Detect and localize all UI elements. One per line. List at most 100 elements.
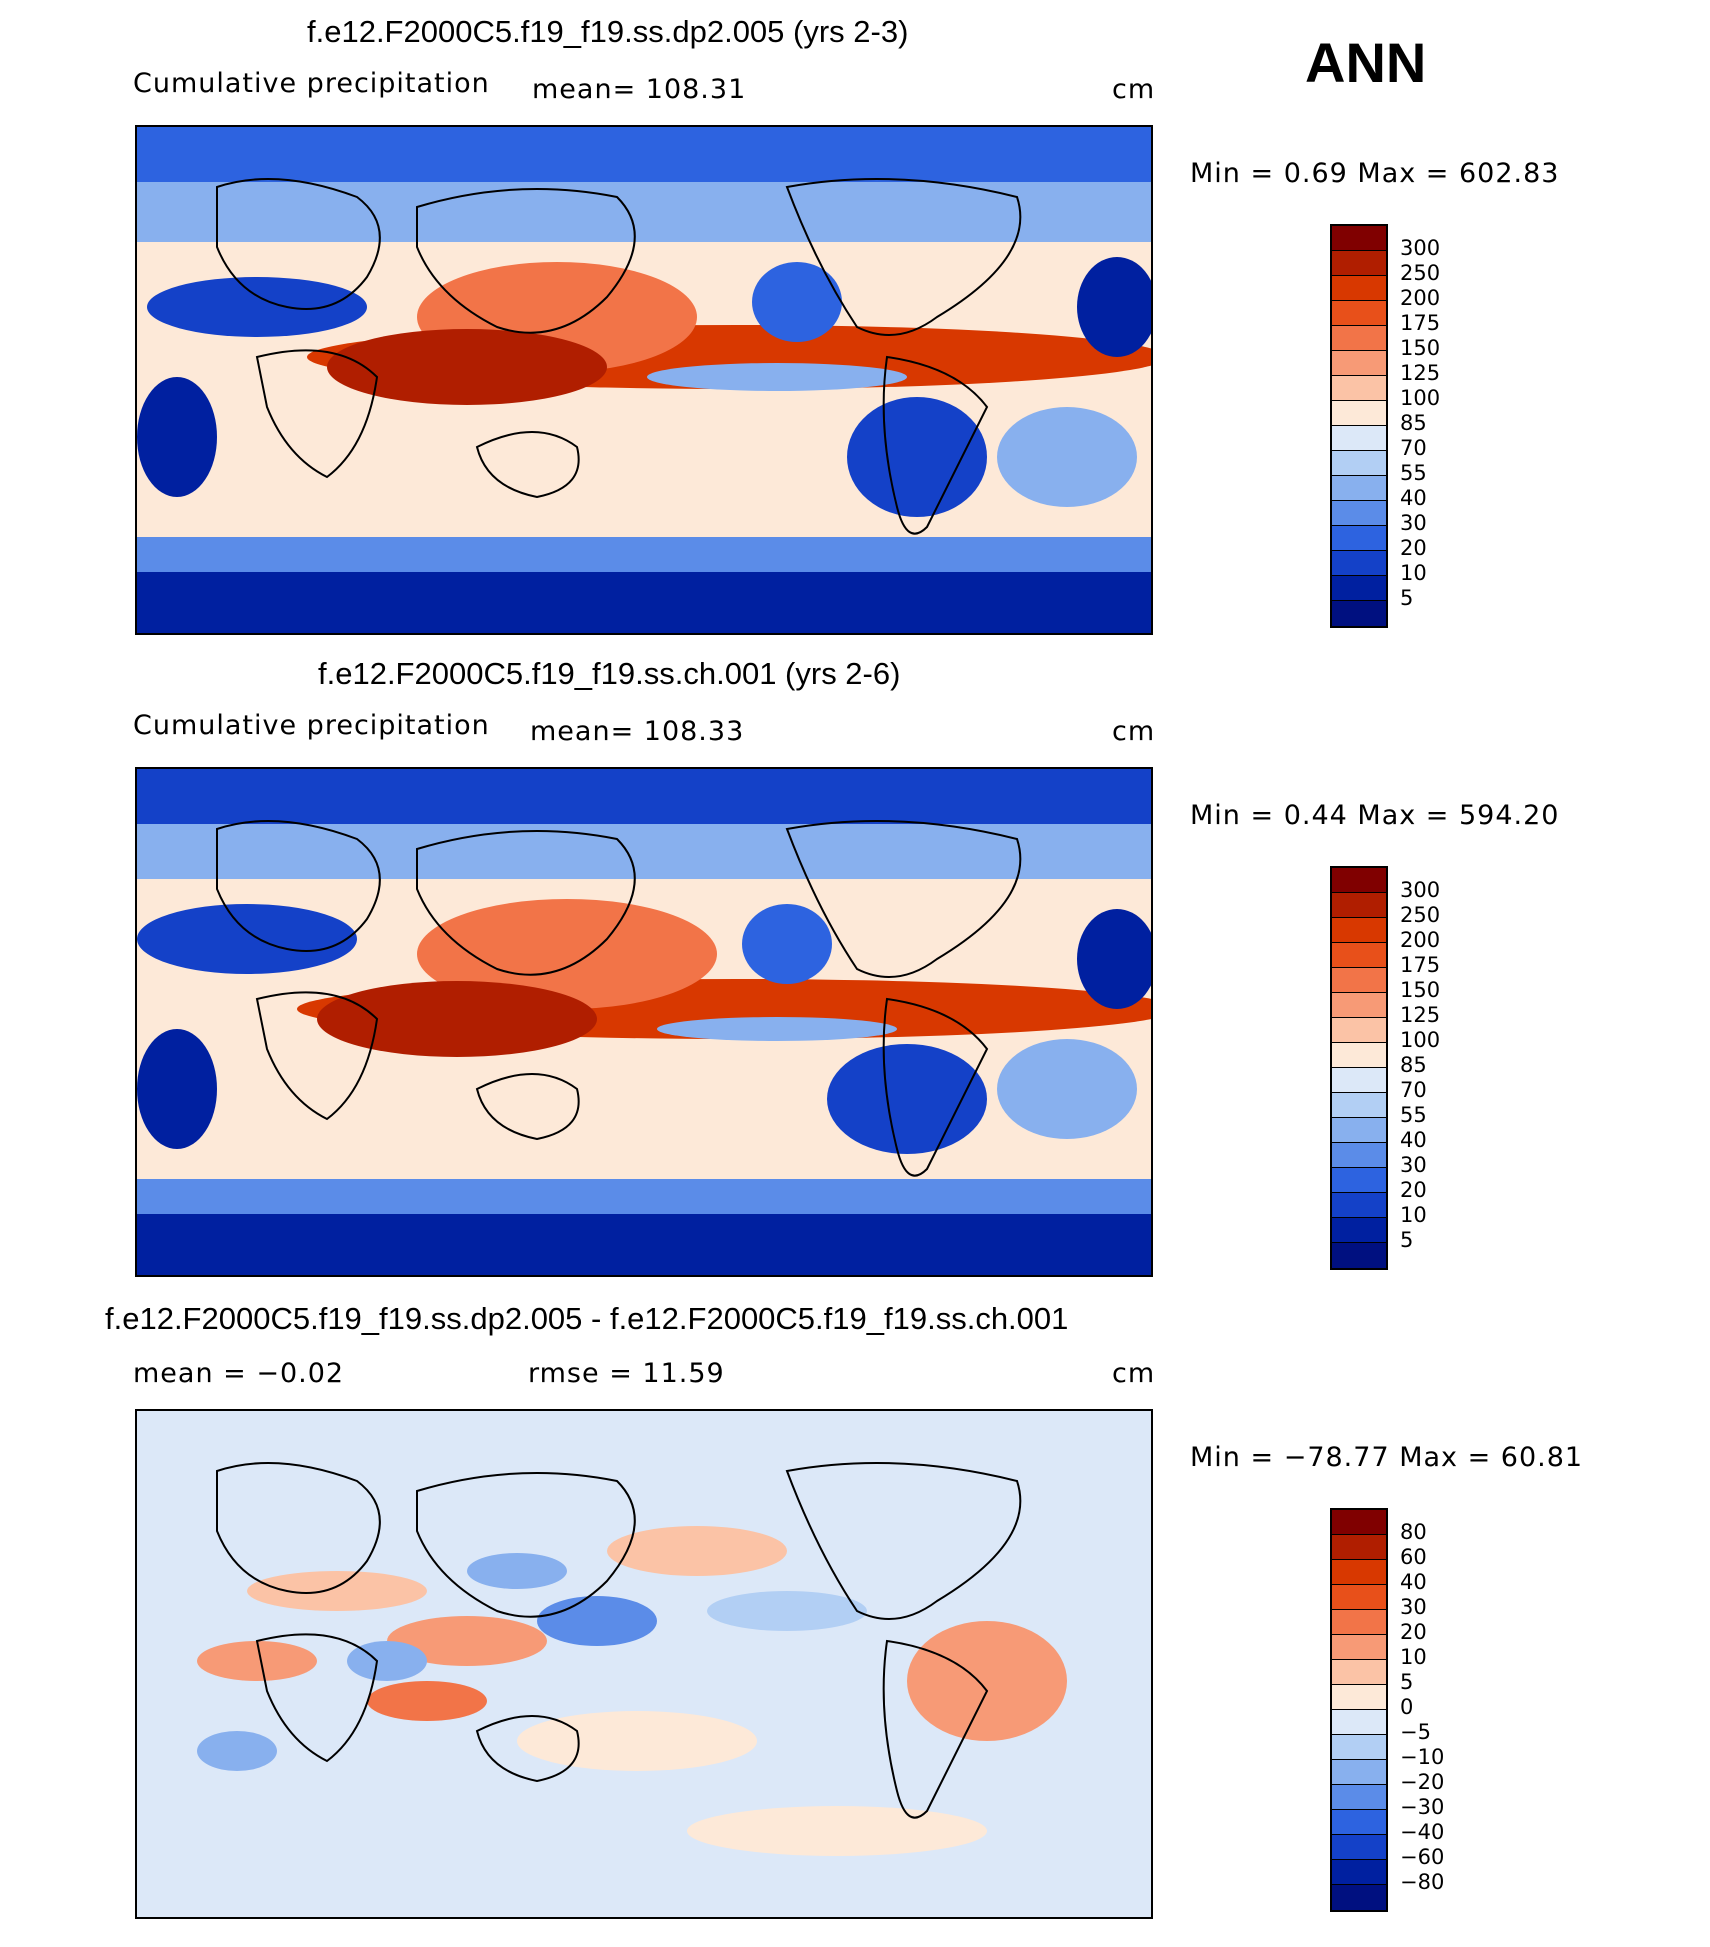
colorbar-band <box>1332 943 1386 968</box>
colorbar-level-label: 150 <box>1400 336 1441 360</box>
colorbar-level-label: 40 <box>1400 486 1427 510</box>
colorbar-level-label: −5 <box>1400 1720 1431 1744</box>
panel-3-map-svg <box>137 1411 1151 1917</box>
panel-2-mean: mean= 108.33 <box>530 716 745 747</box>
colorbar-level-label: 10 <box>1400 1203 1427 1227</box>
colorbar-level-label: 200 <box>1400 286 1441 310</box>
colorbar-band <box>1332 426 1386 451</box>
colorbar-band <box>1332 1610 1386 1635</box>
colorbar-level-label: 10 <box>1400 1645 1427 1669</box>
colorbar-band <box>1332 326 1386 351</box>
panel-2-map-svg <box>137 769 1151 1275</box>
panel-2-colorbar <box>1330 866 1388 1270</box>
colorbar-level-label: 300 <box>1400 236 1441 260</box>
colorbar-level-label: 250 <box>1400 903 1441 927</box>
colorbar-band <box>1332 1735 1386 1760</box>
colorbar-level-label: 85 <box>1400 1053 1427 1077</box>
panel-3-minmax: Min = −78.77 Max = 60.81 <box>1190 1442 1584 1473</box>
colorbar-band <box>1332 1243 1386 1268</box>
colorbar-level-label: 55 <box>1400 461 1427 485</box>
colorbar-level-label: 200 <box>1400 928 1441 952</box>
panel-1-mean: mean= 108.31 <box>532 74 747 105</box>
panel-1-colorbar <box>1330 224 1388 628</box>
colorbar-band <box>1332 501 1386 526</box>
colorbar-band <box>1332 1660 1386 1685</box>
colorbar-band <box>1332 993 1386 1018</box>
colorbar-band <box>1332 1068 1386 1093</box>
colorbar-band <box>1332 1760 1386 1785</box>
colorbar-level-label: 300 <box>1400 878 1441 902</box>
colorbar-band <box>1332 576 1386 601</box>
colorbar-band <box>1332 276 1386 301</box>
colorbar-band <box>1332 1093 1386 1118</box>
colorbar-level-label: 70 <box>1400 1078 1427 1102</box>
colorbar-band <box>1332 226 1386 251</box>
panel-1-minmax: Min = 0.69 Max = 602.83 <box>1190 158 1560 189</box>
colorbar-level-label: 5 <box>1400 586 1414 610</box>
colorbar-band <box>1332 1535 1386 1560</box>
panel-1-map-svg <box>137 127 1151 633</box>
colorbar-level-label: 70 <box>1400 436 1427 460</box>
colorbar-level-label: 20 <box>1400 536 1427 560</box>
colorbar-band <box>1332 1835 1386 1860</box>
colorbar-level-label: 250 <box>1400 261 1441 285</box>
colorbar-band <box>1332 351 1386 376</box>
colorbar-band <box>1332 551 1386 576</box>
colorbar-band <box>1332 1710 1386 1735</box>
colorbar-band <box>1332 1810 1386 1835</box>
colorbar-band <box>1332 401 1386 426</box>
colorbar-level-label: 60 <box>1400 1545 1427 1569</box>
panel-3-colorbar <box>1330 1508 1388 1912</box>
colorbar-level-label: 100 <box>1400 1028 1441 1052</box>
colorbar-level-label: 150 <box>1400 978 1441 1002</box>
panel-1-title: f.e12.F2000C5.f19_f19.ss.dp2.005 (yrs 2-… <box>307 14 909 49</box>
colorbar-level-label: 0 <box>1400 1695 1414 1719</box>
panel-2-map <box>135 767 1153 1277</box>
colorbar-level-label: 20 <box>1400 1620 1427 1644</box>
colorbar-band <box>1332 968 1386 993</box>
colorbar-level-label: 100 <box>1400 386 1441 410</box>
colorbar-level-label: 40 <box>1400 1570 1427 1594</box>
colorbar-level-label: −30 <box>1400 1795 1445 1819</box>
colorbar-level-label: 5 <box>1400 1228 1414 1252</box>
colorbar-level-label: 30 <box>1400 1153 1427 1177</box>
colorbar-level-label: 125 <box>1400 1003 1441 1027</box>
colorbar-band <box>1332 251 1386 276</box>
colorbar-band <box>1332 1118 1386 1143</box>
colorbar-band <box>1332 1560 1386 1585</box>
colorbar-level-label: −40 <box>1400 1820 1445 1844</box>
colorbar-band <box>1332 601 1386 626</box>
colorbar-band <box>1332 1785 1386 1810</box>
colorbar-band <box>1332 526 1386 551</box>
colorbar-level-label: −10 <box>1400 1745 1445 1769</box>
colorbar-level-label: 20 <box>1400 1178 1427 1202</box>
panel-1-map <box>135 125 1153 635</box>
panel-2-minmax: Min = 0.44 Max = 594.20 <box>1190 800 1560 831</box>
colorbar-level-label: 40 <box>1400 1128 1427 1152</box>
colorbar-band <box>1332 1193 1386 1218</box>
colorbar-level-label: 30 <box>1400 511 1427 535</box>
panel-1-left-label: Cumulative precipitation <box>133 68 490 99</box>
colorbar-level-label: 175 <box>1400 311 1441 335</box>
colorbar-level-label: −60 <box>1400 1845 1445 1869</box>
panel-1-units: cm <box>1112 74 1156 105</box>
colorbar-band <box>1332 918 1386 943</box>
colorbar-band <box>1332 1510 1386 1535</box>
panel-2-left-label: Cumulative precipitation <box>133 710 490 741</box>
colorbar-level-label: 85 <box>1400 411 1427 435</box>
colorbar-band <box>1332 1168 1386 1193</box>
colorbar-band <box>1332 1635 1386 1660</box>
colorbar-band <box>1332 1143 1386 1168</box>
colorbar-band <box>1332 301 1386 326</box>
colorbar-band <box>1332 1018 1386 1043</box>
colorbar-band <box>1332 376 1386 401</box>
colorbar-band <box>1332 1860 1386 1885</box>
colorbar-band <box>1332 1585 1386 1610</box>
colorbar-level-label: −20 <box>1400 1770 1445 1794</box>
panel-3-mean: mean = −0.02 <box>133 1358 345 1389</box>
colorbar-band <box>1332 1885 1386 1910</box>
panel-3-title: f.e12.F2000C5.f19_f19.ss.dp2.005 - f.e12… <box>105 1301 1069 1336</box>
panel-2-units: cm <box>1112 716 1156 747</box>
colorbar-band <box>1332 1043 1386 1068</box>
colorbar-level-label: 30 <box>1400 1595 1427 1619</box>
